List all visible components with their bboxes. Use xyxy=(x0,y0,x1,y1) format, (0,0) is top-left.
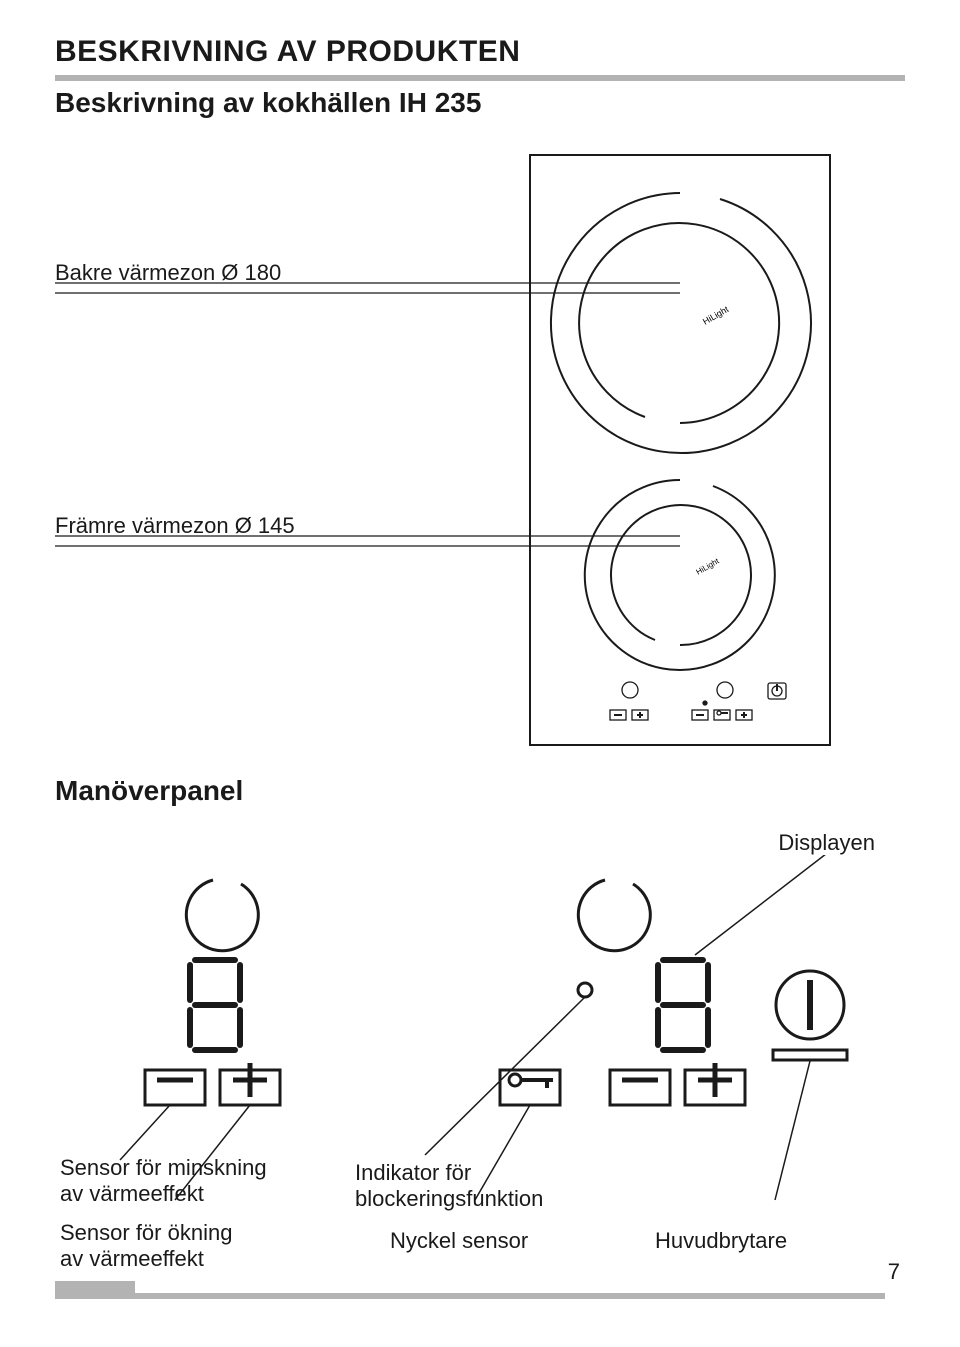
main-switch-label: Huvudbrytare xyxy=(655,1228,787,1254)
plus-sensor-label: Sensor för ökningav värmeeffekt xyxy=(60,1220,232,1273)
left-display xyxy=(190,960,240,1050)
title-rule xyxy=(55,75,905,81)
rear-heat-zone: HiLight xyxy=(551,193,811,453)
footer-block xyxy=(55,1281,135,1299)
brand-text-front: HiLight xyxy=(695,556,722,577)
hob-mini-controls xyxy=(610,682,786,720)
right-display xyxy=(658,960,708,1050)
key-sensor-label: Nyckel sensor xyxy=(390,1228,528,1254)
page-title: BESKRIVNING AV PRODUKTEN xyxy=(55,35,905,69)
brand-text-rear: HiLight xyxy=(701,304,731,327)
power-switch xyxy=(773,971,847,1060)
display-label: Displayen xyxy=(778,830,875,856)
control-panel-heading: Manöverpanel xyxy=(55,775,243,807)
hob-diagram: HiLight HiLight xyxy=(55,145,905,765)
minus-sensor-label: Sensor för minskningav värmeeffekt xyxy=(60,1155,267,1208)
page-number: 7 xyxy=(888,1259,900,1285)
page-subtitle: Beskrivning av kokhällen IH 235 xyxy=(55,87,905,119)
footer-rule xyxy=(55,1293,885,1299)
front-heat-zone: HiLight xyxy=(585,480,775,670)
lock-indicator-label: Indikator förblockeringsfunktion xyxy=(355,1160,543,1213)
